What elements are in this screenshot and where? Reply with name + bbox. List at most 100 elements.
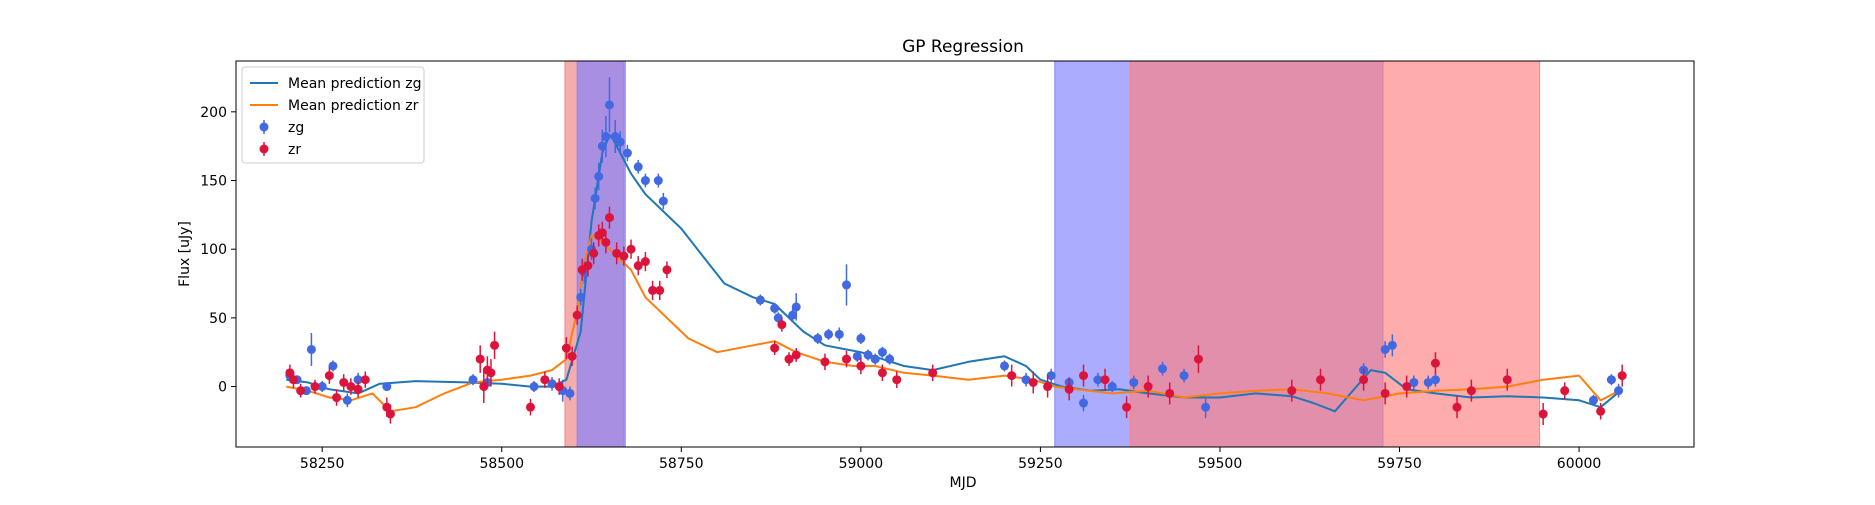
point-marker bbox=[824, 329, 834, 339]
point-marker bbox=[597, 141, 607, 151]
point-marker bbox=[490, 340, 500, 350]
x-tick-label: 58500 bbox=[479, 456, 524, 472]
data-point-zr bbox=[1452, 396, 1462, 419]
point-marker bbox=[382, 402, 392, 412]
point-marker bbox=[565, 388, 575, 398]
point-marker bbox=[1064, 384, 1074, 394]
data-point-zr bbox=[1028, 371, 1038, 394]
point-marker bbox=[784, 354, 794, 364]
point-marker bbox=[576, 292, 586, 302]
data-point-zg bbox=[653, 173, 663, 188]
point-marker bbox=[863, 350, 873, 360]
data-point-zg bbox=[863, 349, 873, 361]
data-point-zr bbox=[856, 357, 866, 375]
point-marker bbox=[1021, 375, 1031, 385]
point-marker bbox=[1043, 382, 1053, 392]
point-marker bbox=[1193, 354, 1203, 364]
data-point-zr bbox=[1122, 396, 1132, 419]
point-marker bbox=[1165, 388, 1175, 398]
point-marker bbox=[788, 310, 798, 320]
point-marker bbox=[1122, 402, 1132, 412]
point-marker bbox=[1606, 375, 1616, 385]
point-marker bbox=[288, 375, 298, 385]
chart-title: GP Regression bbox=[902, 37, 1024, 57]
data-point-zr bbox=[1560, 382, 1570, 399]
point-marker bbox=[791, 350, 801, 360]
point-marker bbox=[1466, 386, 1476, 396]
data-point-zr bbox=[540, 371, 550, 388]
x-tick-label: 59750 bbox=[1377, 456, 1422, 472]
legend-label: zg bbox=[288, 120, 304, 136]
legend-label: Mean prediction zg bbox=[288, 76, 422, 92]
data-point-zg bbox=[1046, 368, 1056, 383]
point-marker bbox=[589, 248, 599, 258]
y-tick-label: 0 bbox=[218, 380, 227, 396]
data-point-zr bbox=[619, 246, 629, 266]
data-point-zg bbox=[813, 332, 823, 344]
point-marker bbox=[640, 257, 650, 267]
point-marker bbox=[1380, 388, 1390, 398]
data-point-zr bbox=[1007, 364, 1017, 387]
point-marker bbox=[633, 261, 643, 271]
legend-box bbox=[241, 66, 425, 164]
data-point-zr bbox=[655, 280, 665, 301]
data-point-zg bbox=[1430, 372, 1440, 387]
data-point-zr bbox=[928, 364, 938, 382]
data-point-zg bbox=[601, 115, 611, 158]
point-marker bbox=[662, 265, 672, 275]
point-marker bbox=[561, 343, 571, 353]
data-point-zr bbox=[791, 348, 801, 362]
point-marker bbox=[346, 382, 356, 392]
data-point-zr bbox=[1316, 368, 1326, 391]
point-marker bbox=[1107, 382, 1117, 392]
point-marker bbox=[1201, 402, 1211, 412]
point-marker bbox=[525, 402, 535, 412]
legend-marker-swatch bbox=[259, 122, 269, 132]
point-marker bbox=[1614, 386, 1624, 396]
point-marker bbox=[852, 351, 862, 361]
legend-label: zr bbox=[288, 142, 301, 158]
point-marker bbox=[594, 171, 604, 181]
data-point-zg bbox=[1158, 361, 1168, 376]
point-marker bbox=[1028, 377, 1038, 387]
data-point-zg bbox=[1107, 381, 1117, 393]
point-marker bbox=[1430, 358, 1440, 368]
data-point-zr bbox=[360, 371, 370, 388]
data-point-zr bbox=[1079, 364, 1089, 387]
x-tick-label: 59500 bbox=[1198, 456, 1243, 472]
point-marker bbox=[317, 382, 327, 392]
data-point-zr bbox=[332, 389, 342, 406]
data-point-zg bbox=[841, 264, 851, 306]
point-marker bbox=[583, 261, 593, 271]
point-marker bbox=[791, 302, 801, 312]
data-point-zg bbox=[590, 187, 600, 210]
data-point-zg bbox=[317, 381, 327, 393]
data-point-zg bbox=[885, 353, 895, 365]
data-point-zg bbox=[1129, 375, 1139, 390]
data-point-zg bbox=[877, 346, 887, 358]
legend-entry-zr: zr bbox=[259, 142, 301, 158]
point-marker bbox=[1502, 375, 1512, 385]
point-marker bbox=[385, 409, 395, 419]
point-marker bbox=[1402, 382, 1412, 392]
data-point-zr bbox=[475, 345, 485, 373]
data-point-zr bbox=[892, 371, 902, 388]
data-point-zg bbox=[633, 159, 643, 174]
data-point-zr bbox=[490, 331, 500, 360]
point-marker bbox=[877, 347, 887, 357]
data-point-zg bbox=[342, 393, 352, 408]
data-point-zr bbox=[479, 370, 489, 404]
data-point-zg bbox=[788, 308, 798, 322]
data-point-zg bbox=[773, 312, 783, 324]
data-point-zr bbox=[589, 242, 599, 265]
point-marker bbox=[755, 295, 765, 305]
data-point-zr bbox=[1143, 375, 1153, 398]
point-marker bbox=[633, 162, 643, 172]
legend-label: Mean prediction zr bbox=[288, 98, 419, 114]
data-point-zg bbox=[565, 386, 575, 401]
point-marker bbox=[1046, 371, 1056, 381]
y-tick-label: 150 bbox=[200, 174, 227, 190]
data-point-zg bbox=[1093, 372, 1103, 387]
shaded-regions bbox=[564, 60, 1541, 448]
data-point-zg bbox=[1201, 396, 1211, 419]
